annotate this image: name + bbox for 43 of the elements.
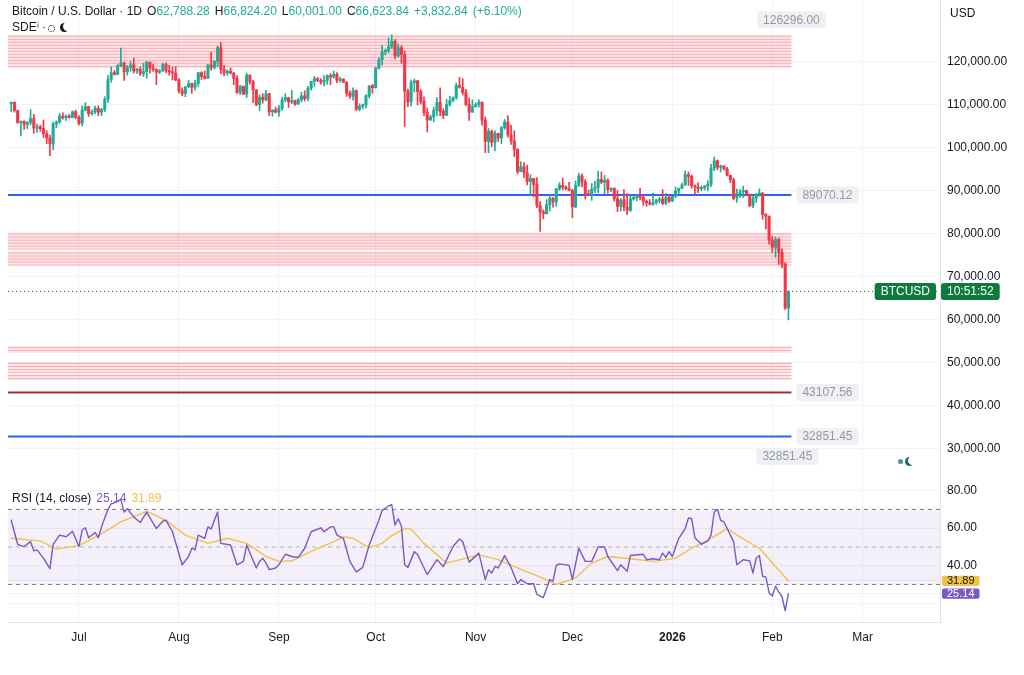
y-axis-title: USD [950, 6, 976, 21]
chart-title: Bitcoin / U.S. Dollar · 1D [12, 4, 143, 18]
y-tick-label: 40.00 [947, 558, 978, 573]
x-tick-label: Dec [561, 629, 584, 644]
y-tick-label: 30,000.00 [947, 441, 1001, 456]
y-tick-label: 31.89 [947, 573, 975, 586]
annotation: 31.89 [131, 491, 162, 505]
text: 10:51:52 [947, 284, 995, 299]
annotation: 25.14 [96, 491, 127, 505]
x-tick-label: Sep [268, 629, 290, 644]
annotation: 32851.45 [762, 449, 813, 464]
y-tick-label: 70,000.00 [947, 269, 1001, 284]
y-tick-label: 120,000.00 [947, 54, 1008, 69]
y-tick-label: 25.14 [947, 586, 975, 599]
band-label: 126296.00 [763, 12, 821, 27]
ref-line-label: 89070.12 [802, 187, 853, 202]
y-tick-label: 50,000.00 [947, 355, 1001, 370]
x-tick-label: 2026 [658, 629, 686, 644]
y-tick-label: 40,000.00 [947, 398, 1001, 413]
y-tick-label: 60,000.00 [947, 312, 1001, 327]
x-tick-label: Aug [168, 629, 190, 644]
ref-line-label: 43107.56 [802, 385, 853, 400]
y-tick-label: 60.00 [947, 520, 978, 535]
y-tick-label: 80.00 [947, 482, 978, 497]
y-tick-label: 80,000.00 [947, 226, 1001, 241]
candlestick [261, 93, 265, 104]
text: RSI (14, close) [12, 491, 92, 505]
candlestick [209, 51, 213, 71]
annotation: SDEⁱ · [12, 20, 47, 34]
ref-line-label: 32851.45 [802, 429, 853, 444]
x-tick-label: Oct [366, 629, 386, 644]
y-tick-label: 90,000.00 [947, 183, 1001, 198]
x-tick-label: Mar [852, 629, 873, 644]
text: O62,788.28 H66,824.20 L60,001.00 C66,623.84 +3,832.84 (+6.10%) [147, 4, 522, 18]
candlestick [625, 193, 629, 215]
x-tick-label: Feb [761, 629, 783, 644]
x-tick-label: Jul [71, 629, 87, 644]
y-tick-label: 100,000.00 [947, 140, 1008, 155]
ref-line-label: BTCUSD [880, 284, 931, 299]
x-tick-label: Nov [464, 629, 487, 644]
candlestick [167, 65, 171, 76]
candlestick [651, 192, 655, 206]
y-tick-label: 110,000.00 [947, 97, 1007, 112]
